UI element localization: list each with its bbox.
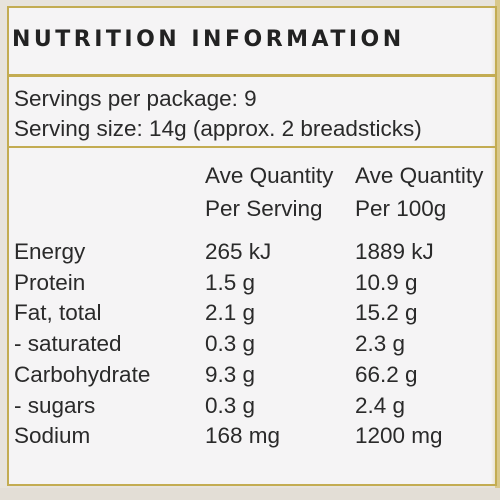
row-per-serving-fat-total: 2.1 g: [205, 300, 256, 325]
row-per-100g-carbohydrate: 66.2 g: [355, 362, 418, 387]
nutrition-title: NUTRITION INFORMATION: [12, 27, 405, 52]
row-per-serving-protein: 1.5 g: [205, 270, 256, 295]
serving-divider: [7, 146, 497, 148]
column-header-per-100g-line1: Ave Quantity: [355, 163, 484, 188]
row-label-sodium: Sodium: [14, 423, 91, 448]
row-per-serving-carbohydrate: 9.3 g: [205, 362, 256, 387]
row-per-100g-energy: 1889 kJ: [355, 239, 434, 264]
column-header-per-100g-line2: Per 100g: [355, 196, 447, 221]
row-per-serving-sodium: 168 mg: [205, 423, 281, 448]
row-label-energy: Energy: [14, 239, 86, 264]
column-header-per-serving-line2: Per Serving: [205, 196, 323, 221]
serving-size: Serving size: 14g (approx. 2 breadsticks…: [14, 116, 422, 141]
nutrition-panel: [7, 6, 497, 486]
row-per-serving-sugars: 0.3 g: [205, 393, 256, 418]
servings-per-package: Servings per package: 9: [14, 86, 257, 111]
row-label-carbohydrate: Carbohydrate: [14, 362, 151, 387]
row-label-fat-total: Fat, total: [14, 300, 102, 325]
row-per-100g-protein: 10.9 g: [355, 270, 418, 295]
row-per-serving-saturated: 0.3 g: [205, 331, 256, 356]
row-per-100g-saturated: 2.3 g: [355, 331, 406, 356]
row-per-100g-sodium: 1200 mg: [355, 423, 443, 448]
column-header-per-serving-line1: Ave Quantity: [205, 163, 334, 188]
package-edge: [495, 0, 500, 500]
row-label-protein: Protein: [14, 270, 86, 295]
row-label-sugars: - sugars: [14, 393, 96, 418]
row-per-100g-sugars: 2.4 g: [355, 393, 406, 418]
row-label-saturated: - saturated: [14, 331, 122, 356]
row-per-100g-fat-total: 15.2 g: [355, 300, 418, 325]
row-per-serving-energy: 265 kJ: [205, 239, 272, 264]
package-bottom-edge: [0, 488, 500, 500]
title-divider: [7, 74, 497, 77]
